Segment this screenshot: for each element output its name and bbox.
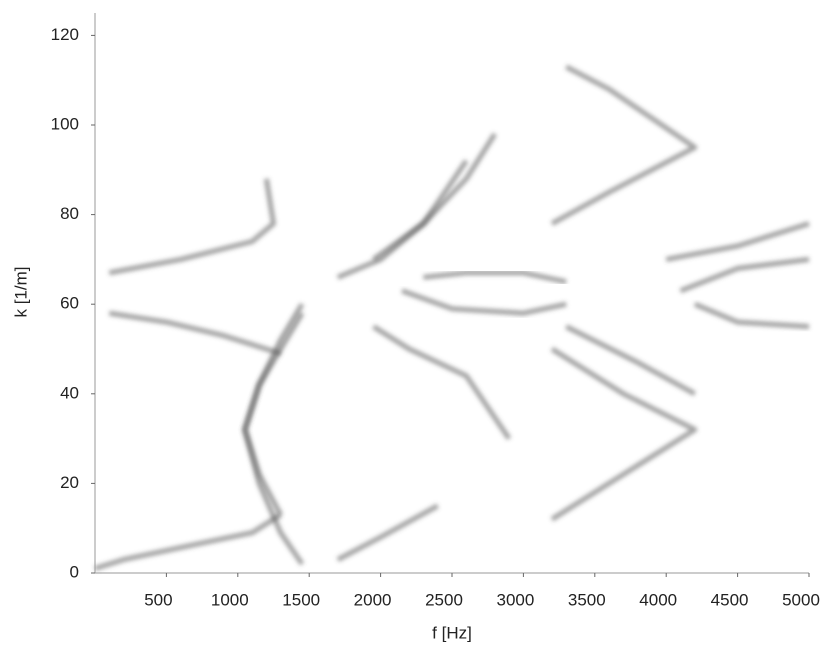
ridge [338,161,467,277]
ridge [681,259,810,290]
x-tick-label: 2500 [425,590,463,609]
x-tick-label: 2000 [354,590,392,609]
ridge [695,304,809,326]
plot-area [95,13,809,573]
y-tick-label: 20 [60,473,79,492]
y-tick-label: 100 [51,114,79,133]
y-tick-label: 60 [60,294,79,313]
ridge [666,224,809,260]
ridge [552,349,695,519]
ridge [374,134,495,259]
x-tick-label: 500 [144,590,172,609]
y-tick-label: 0 [70,562,79,581]
x-tick-label: 4000 [639,590,677,609]
y-tick-label: 40 [60,383,79,402]
x-tick-label: 1000 [211,590,249,609]
x-tick-label: 3500 [568,590,606,609]
ridge [566,327,695,394]
x-tick-label: 3000 [496,590,534,609]
chart: f [Hz] k [1/m] 5001000150020002500300035… [0,0,835,646]
ridge [109,313,280,353]
ridge [338,506,438,560]
x-tick-label: 5000 [782,590,820,609]
x-axis-label: f [Hz] [432,623,472,642]
y-tick-label: 80 [60,204,79,223]
ridge [109,179,273,273]
ridge [374,327,510,439]
ridge [423,273,566,282]
ridge [552,67,695,224]
y-axis-label: k [1/m] [11,266,30,317]
x-tick-label: 4500 [711,590,749,609]
x-tick-label: 1500 [282,590,320,609]
ridge [95,515,281,569]
y-tick-label: 120 [51,25,79,44]
ridge [402,291,566,313]
